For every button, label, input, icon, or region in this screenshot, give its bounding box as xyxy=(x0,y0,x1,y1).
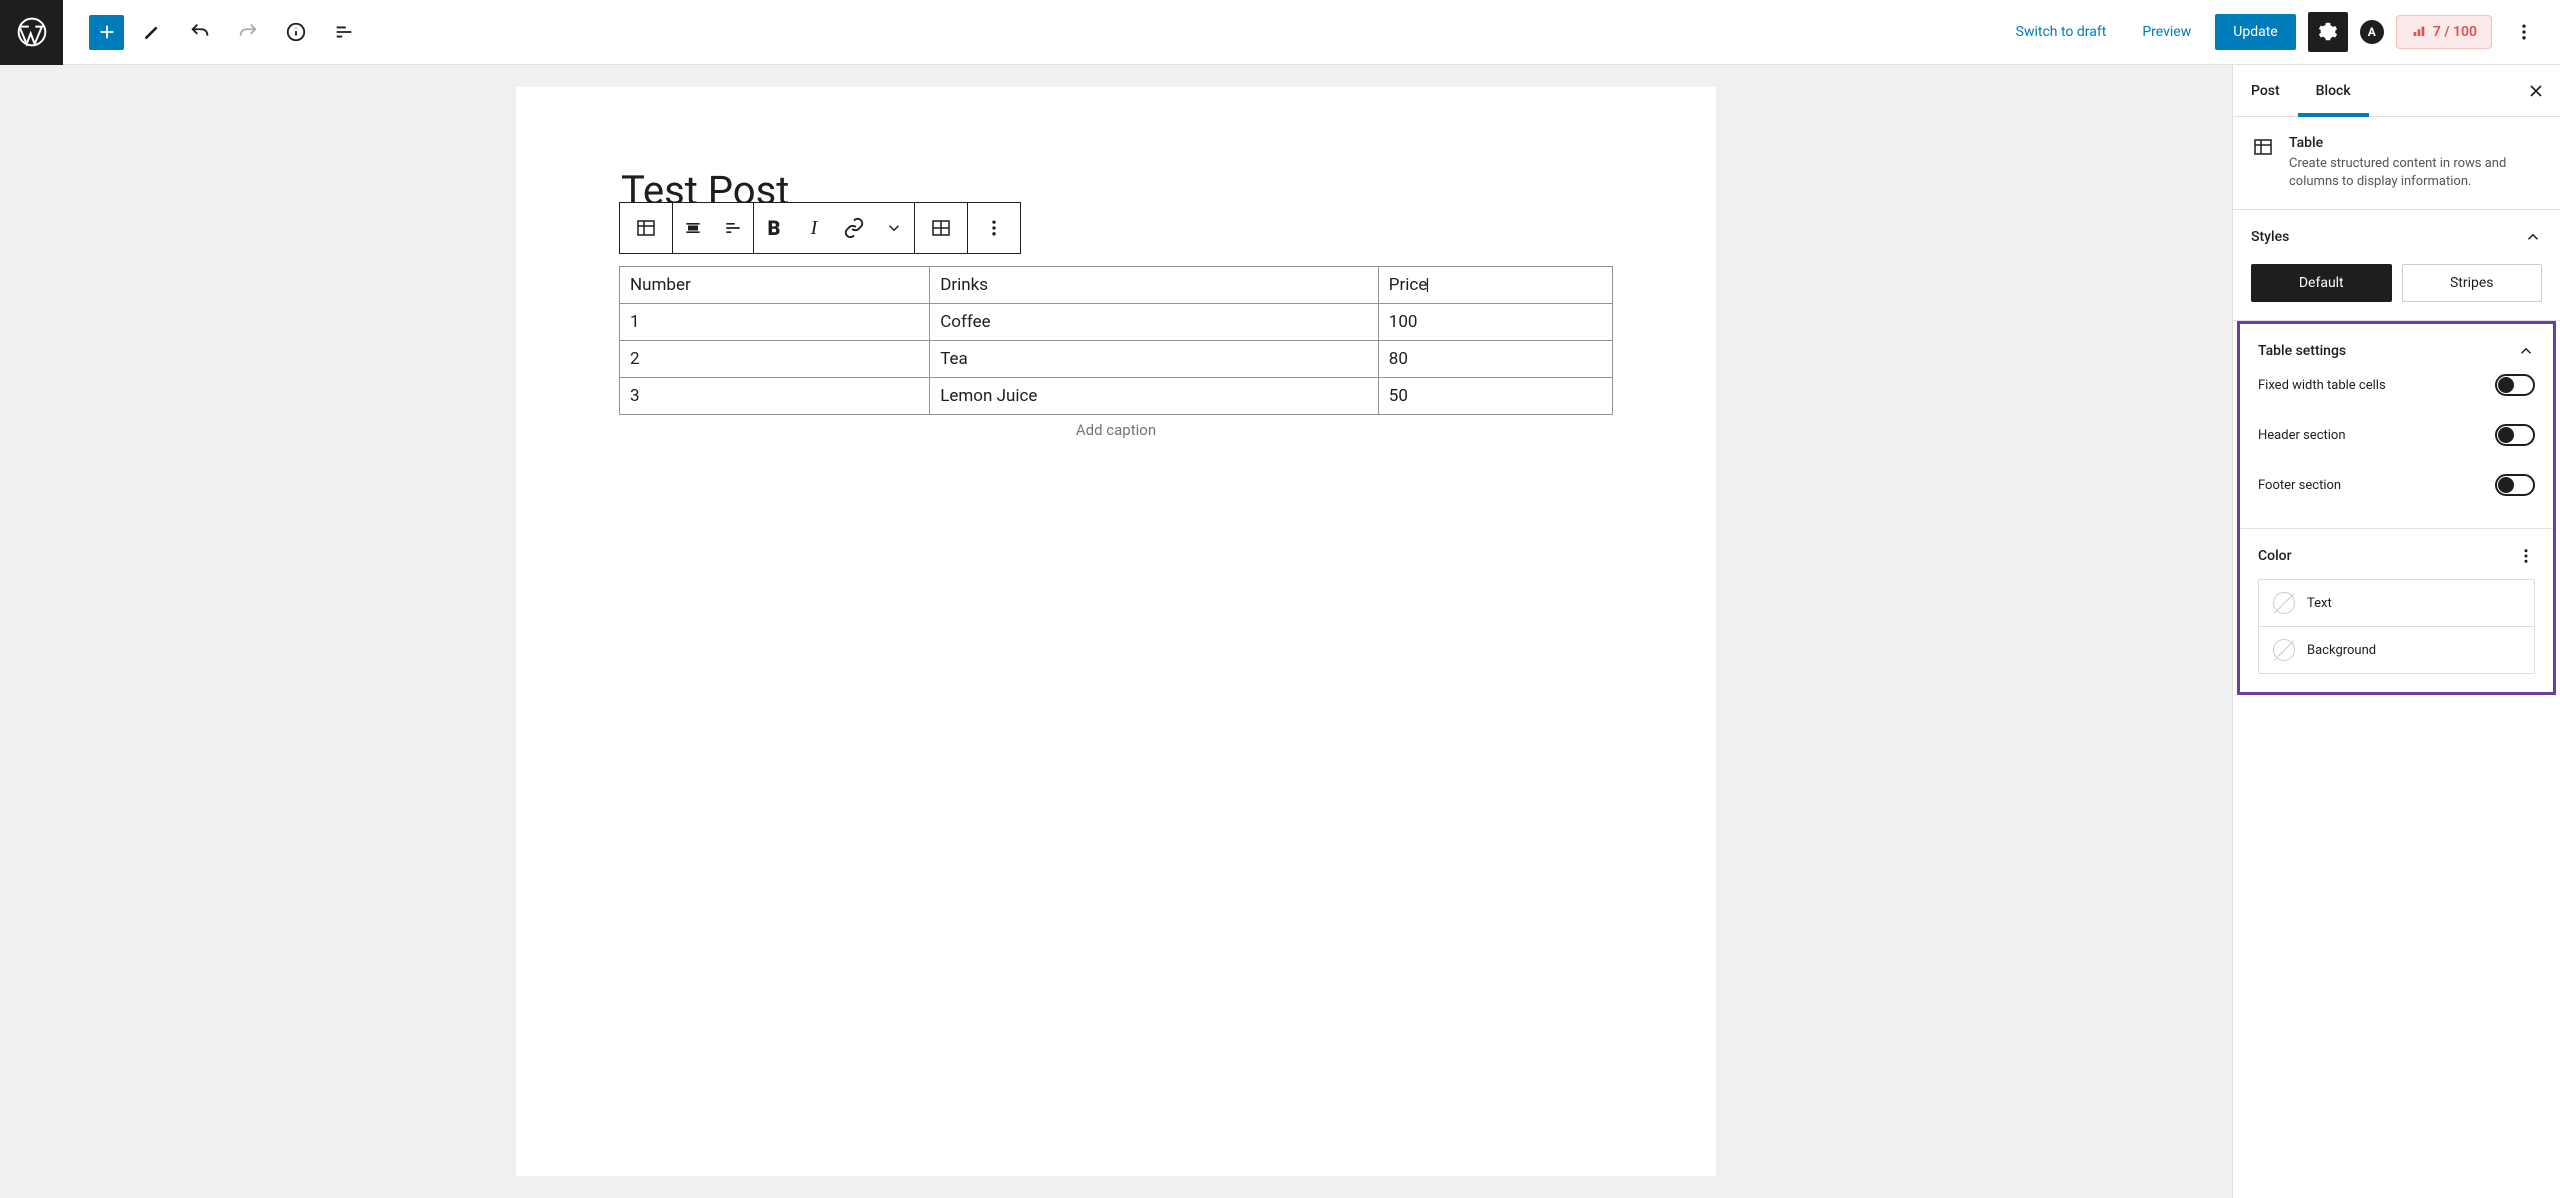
color-list: Text Background xyxy=(2258,579,2535,674)
color-section: Color Text Background xyxy=(2240,529,2553,692)
seo-score-pill[interactable]: 7 / 100 xyxy=(2396,15,2492,49)
page: Test Post xyxy=(516,87,1716,1176)
footer-section-toggle[interactable] xyxy=(2495,474,2535,496)
close-sidebar-button[interactable] xyxy=(2512,81,2560,101)
undo-button[interactable] xyxy=(180,12,220,52)
bold-button[interactable]: B xyxy=(754,203,794,253)
table-row: NumberDrinksPrice xyxy=(620,267,1613,304)
block-header: Table Create structured content in rows … xyxy=(2233,117,2560,210)
info-button[interactable] xyxy=(276,12,316,52)
seo-score-text: 7 / 100 xyxy=(2433,24,2477,40)
fixed-width-label: Fixed width table cells xyxy=(2258,378,2386,393)
styles-section: Styles Default Stripes xyxy=(2233,210,2560,321)
editor-main: Test Post xyxy=(0,65,2560,1198)
outline-button[interactable] xyxy=(324,12,364,52)
color-text-item[interactable]: Text xyxy=(2259,580,2534,627)
color-swatch-none xyxy=(2273,639,2295,661)
topbar-tools xyxy=(63,12,364,52)
color-background-item[interactable]: Background xyxy=(2259,627,2534,673)
plugin-button[interactable]: A xyxy=(2360,20,2384,44)
footer-section-row: Footer section xyxy=(2258,460,2535,510)
editor-canvas: Test Post xyxy=(0,65,2232,1198)
table-cell[interactable]: 2 xyxy=(620,341,930,378)
link-button[interactable] xyxy=(834,203,874,253)
fixed-width-row: Fixed width table cells xyxy=(2258,360,2535,410)
more-options-button[interactable] xyxy=(2504,12,2544,52)
style-default-button[interactable]: Default xyxy=(2251,264,2392,302)
justify-button[interactable] xyxy=(713,203,753,253)
switch-to-draft-button[interactable]: Switch to draft xyxy=(2004,16,2119,48)
table-cell[interactable]: Drinks xyxy=(930,267,1379,304)
preview-button[interactable]: Preview xyxy=(2130,16,2203,48)
highlighted-settings: Table settings Fixed width table cells H… xyxy=(2237,321,2556,695)
align-button[interactable] xyxy=(673,203,713,253)
chevron-up-icon xyxy=(2517,342,2535,360)
header-section-row: Header section xyxy=(2258,410,2535,460)
table-cell[interactable]: Lemon Juice xyxy=(930,378,1379,415)
tab-post[interactable]: Post xyxy=(2233,65,2298,116)
table-cell[interactable]: Coffee xyxy=(930,304,1379,341)
sidebar-tabs: Post Block xyxy=(2233,65,2560,117)
tab-block[interactable]: Block xyxy=(2298,65,2369,116)
tools-button[interactable] xyxy=(132,12,172,52)
chevron-up-icon xyxy=(2524,228,2542,246)
block-toolbar: B I xyxy=(619,202,1021,254)
redo-button[interactable] xyxy=(228,12,268,52)
table-row: 3Lemon Juice50 xyxy=(620,378,1613,415)
add-block-button[interactable] xyxy=(89,15,124,50)
italic-button[interactable]: I xyxy=(794,203,834,253)
table-block[interactable]: NumberDrinksPrice1Coffee1002Tea803Lemon … xyxy=(619,266,1613,415)
settings-button[interactable] xyxy=(2308,12,2348,52)
table-cell[interactable]: 80 xyxy=(1378,341,1612,378)
table-cell[interactable]: 1 xyxy=(620,304,930,341)
table-cell[interactable]: 100 xyxy=(1378,304,1612,341)
editor-topbar: Switch to draft Preview Update A 7 / 100 xyxy=(0,0,2560,65)
table-settings-heading[interactable]: Table settings xyxy=(2258,342,2535,360)
wordpress-logo[interactable] xyxy=(0,0,63,65)
table-cell[interactable]: 50 xyxy=(1378,378,1612,415)
header-section-toggle[interactable] xyxy=(2495,424,2535,446)
caption-placeholder[interactable]: Add caption xyxy=(619,415,1613,439)
content-area: Test Post xyxy=(619,167,1613,439)
header-section-label: Header section xyxy=(2258,428,2346,443)
table-settings-section: Table settings Fixed width table cells H… xyxy=(2240,324,2553,529)
settings-sidebar: Post Block Table Create structured conte… xyxy=(2232,65,2560,1198)
table-icon xyxy=(2251,135,2275,191)
table-row: 1Coffee100 xyxy=(620,304,1613,341)
footer-section-label: Footer section xyxy=(2258,478,2341,493)
topbar-actions: Switch to draft Preview Update A 7 / 100 xyxy=(2004,12,2560,52)
table-row: 2Tea80 xyxy=(620,341,1613,378)
fixed-width-toggle[interactable] xyxy=(2495,374,2535,396)
block-name: Table xyxy=(2289,135,2542,151)
color-heading[interactable]: Color xyxy=(2258,547,2535,565)
styles-heading[interactable]: Styles xyxy=(2251,228,2542,246)
edit-table-button[interactable] xyxy=(915,203,967,253)
block-type-icon[interactable] xyxy=(620,203,672,253)
table-cell[interactable]: Number xyxy=(620,267,930,304)
more-icon[interactable] xyxy=(2517,547,2535,565)
color-swatch-none xyxy=(2273,592,2295,614)
table-cell[interactable]: Tea xyxy=(930,341,1379,378)
block-description: Create structured content in rows and co… xyxy=(2289,155,2542,191)
block-more-button[interactable] xyxy=(968,203,1020,253)
more-formatting-button[interactable] xyxy=(874,203,914,253)
table-cell[interactable]: 3 xyxy=(620,378,930,415)
style-stripes-button[interactable]: Stripes xyxy=(2402,264,2543,302)
table-cell[interactable]: Price xyxy=(1378,267,1612,304)
update-button[interactable]: Update xyxy=(2215,14,2295,50)
